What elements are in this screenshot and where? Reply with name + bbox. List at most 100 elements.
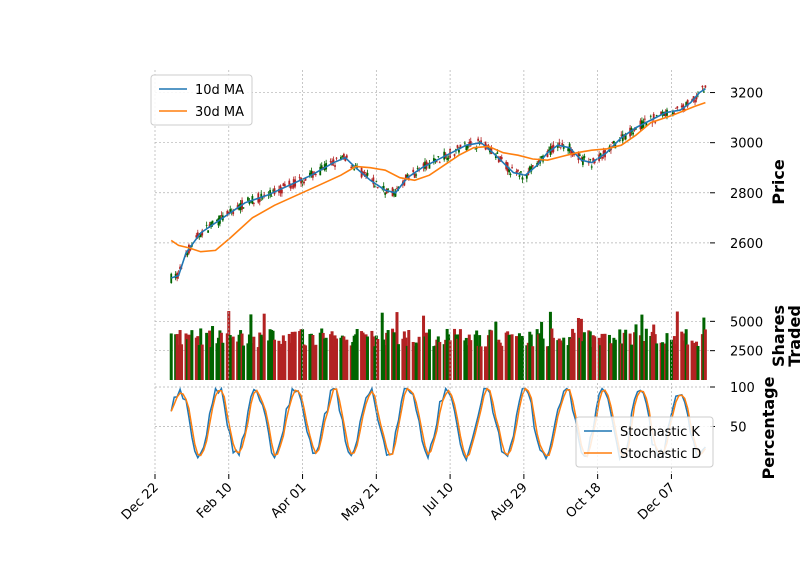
candle-body [618, 139, 621, 142]
volume-bar [603, 333, 607, 380]
candle-body [413, 173, 416, 178]
price-tick-label: 3000 [730, 137, 763, 152]
volume-bar [675, 311, 679, 380]
candle-body [469, 141, 472, 146]
candle-body [438, 162, 441, 164]
candle-body [329, 161, 332, 162]
candle-body [590, 166, 593, 168]
stochastic-tick-label: 100 [730, 381, 755, 396]
volume-bar [211, 326, 215, 380]
candle-body [704, 85, 707, 88]
ma10-line [170, 88, 706, 279]
candle-body [437, 156, 440, 158]
candle-body [645, 123, 648, 127]
volume-bar [624, 329, 628, 380]
price-tick-label: 2800 [730, 187, 763, 202]
x-tick-label: Apr 01 [268, 480, 309, 521]
candle-body [207, 230, 210, 233]
candle-body [672, 112, 674, 115]
candle-body [350, 166, 353, 168]
candle-body [496, 152, 499, 154]
volume-bar [655, 343, 659, 380]
candle-body [694, 99, 696, 103]
volume-axis-label-line1: Shares [769, 305, 788, 367]
ma30-line [170, 101, 706, 253]
candle-body [412, 169, 415, 173]
volume-bar [200, 344, 204, 380]
candle-body [272, 190, 274, 192]
candle-body [247, 197, 249, 201]
candle-body [332, 159, 335, 164]
candle-body [599, 153, 602, 156]
candle-body [686, 99, 689, 107]
volume-bar [242, 345, 246, 380]
candle-body [528, 166, 531, 173]
volume-bar [562, 337, 566, 380]
volume-bar [520, 335, 524, 380]
candle-body [592, 158, 595, 162]
candle-body [205, 224, 208, 226]
candle-body [376, 187, 379, 188]
volume-bar [262, 313, 266, 380]
candle-body [427, 162, 429, 164]
volume-bar [365, 336, 369, 380]
candle-body [170, 273, 173, 283]
volume-bar [221, 342, 225, 380]
candle-body [310, 170, 313, 175]
volume-bar [190, 330, 194, 380]
candle-body [692, 96, 695, 100]
candle-body [397, 186, 400, 188]
candle-body [291, 186, 294, 188]
candle-body [579, 154, 581, 156]
volume-bar [386, 330, 390, 380]
candle-body [396, 188, 398, 190]
candle-body [263, 194, 266, 196]
candle-body [559, 147, 562, 149]
candle-body [458, 149, 460, 153]
candle-body [428, 163, 431, 169]
price-axis-label: Price [769, 159, 788, 205]
legend-label: Stochastic K [620, 425, 700, 440]
candle-body [632, 132, 634, 135]
candle-body [216, 220, 218, 222]
volume-bar [231, 336, 235, 380]
candle-body [432, 158, 435, 162]
candle-body [643, 118, 646, 120]
candle-body [354, 164, 357, 166]
candle-body [280, 189, 283, 194]
candle-body [537, 160, 540, 164]
volume-bar [355, 328, 359, 380]
volume-bar [489, 330, 493, 380]
candle-body [196, 232, 199, 238]
candle-body [612, 140, 615, 144]
legend-label: 30d MA [195, 105, 244, 120]
candle-body [500, 157, 503, 159]
candle-body [633, 129, 636, 131]
legend-frame [575, 416, 714, 468]
candle-body [701, 85, 704, 88]
volume-bar [273, 339, 277, 380]
volume-bar [169, 333, 173, 380]
candle-body [674, 107, 677, 109]
candle-body [353, 169, 356, 171]
x-tick-label: Aug 29 [488, 480, 531, 523]
candle-body [459, 144, 462, 148]
candle-body [676, 106, 679, 109]
volume-bar [396, 344, 400, 380]
candle-body [186, 253, 189, 256]
stochastic-axis-label: Percentage [759, 376, 778, 479]
candle-body [453, 154, 456, 156]
volume-bar [345, 339, 349, 380]
candle-body [232, 211, 235, 215]
x-tick-label: Oct 18 [563, 480, 604, 521]
candle-body [531, 165, 534, 167]
legend-frame [150, 74, 253, 126]
candle-body [201, 230, 204, 236]
volume-bar [644, 328, 648, 380]
candle-body [511, 167, 513, 168]
candle-body [242, 207, 245, 209]
candle-body [283, 184, 286, 187]
candle-body [342, 153, 345, 158]
candle-body [601, 156, 603, 159]
candle-body [210, 221, 212, 228]
